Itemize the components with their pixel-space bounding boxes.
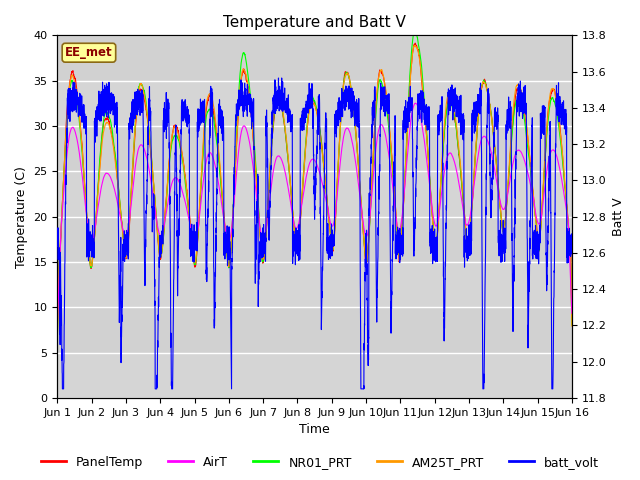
Bar — [58, 81, 572, 126]
Bar — [58, 171, 572, 216]
Bar — [58, 216, 572, 262]
Bar — [58, 126, 572, 171]
Y-axis label: Temperature (C): Temperature (C) — [15, 166, 28, 267]
Text: EE_met: EE_met — [65, 46, 113, 59]
Bar — [58, 36, 572, 81]
Title: Temperature and Batt V: Temperature and Batt V — [223, 15, 406, 30]
Bar — [58, 307, 572, 353]
Bar — [58, 262, 572, 307]
X-axis label: Time: Time — [300, 423, 330, 436]
Y-axis label: Batt V: Batt V — [612, 197, 625, 236]
Bar — [58, 353, 572, 398]
Legend: PanelTemp, AirT, NR01_PRT, AM25T_PRT, batt_volt: PanelTemp, AirT, NR01_PRT, AM25T_PRT, ba… — [36, 451, 604, 474]
